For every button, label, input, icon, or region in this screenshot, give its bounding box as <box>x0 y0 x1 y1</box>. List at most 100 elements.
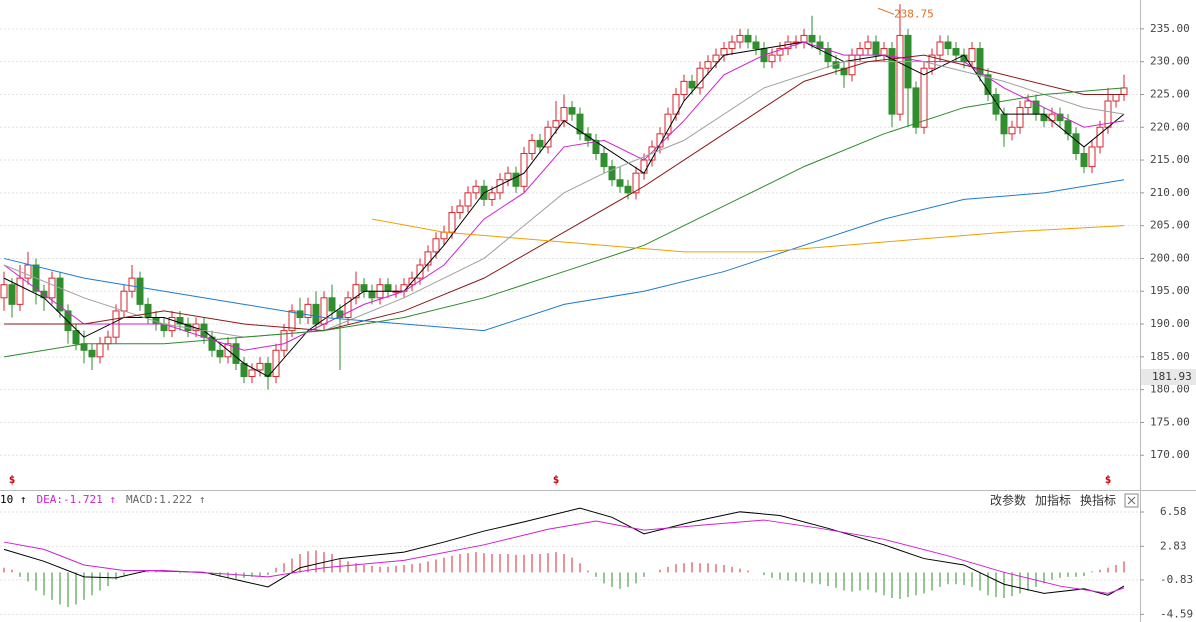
candle-body <box>720 48 728 56</box>
indicator-line <box>3 519 1125 594</box>
candle-body <box>728 41 736 50</box>
candle-body <box>552 120 560 128</box>
candle-body <box>976 48 984 76</box>
candle-body <box>320 297 328 325</box>
candle-body <box>96 343 104 358</box>
candle-body <box>280 330 288 351</box>
y-tick-label: 170.00 <box>1150 448 1190 461</box>
candle-body <box>88 349 96 358</box>
candle-body <box>1096 126 1104 148</box>
y-tick-label: -0.83 <box>1160 573 1193 586</box>
toolbar-button[interactable]: 改参数 <box>990 493 1026 508</box>
candle-body <box>816 41 824 50</box>
candle-body <box>840 67 848 76</box>
y-tick-label: 220.00 <box>1150 120 1190 133</box>
candle-body <box>1016 107 1024 128</box>
candle-body <box>1072 133 1080 154</box>
candle-body <box>288 310 296 332</box>
candle-body <box>888 48 896 115</box>
y-tick-label: 235.00 <box>1150 22 1190 35</box>
candle-body <box>696 67 704 89</box>
candle-body <box>560 107 568 122</box>
candle-body <box>328 297 336 312</box>
candle-body <box>80 343 88 351</box>
candle-body <box>752 41 760 50</box>
candle-body <box>344 297 352 318</box>
indicator-line <box>3 41 1125 378</box>
y-tick-label: 205.00 <box>1150 219 1190 232</box>
macd-header: 10 ↑ <box>0 493 27 506</box>
indicator-line <box>3 41 1125 351</box>
candle-body <box>536 139 544 148</box>
candle-body <box>312 303 320 325</box>
candle-body <box>1040 113 1048 122</box>
toolbar-button[interactable]: 换指标 <box>1080 493 1116 508</box>
candle-body <box>992 93 1000 115</box>
candle-body <box>456 205 464 214</box>
candle-body <box>368 290 376 299</box>
candle-body <box>584 133 592 141</box>
candle-body <box>528 139 536 154</box>
candle-body <box>424 251 432 266</box>
y-tick-label: 180.00 <box>1150 383 1190 396</box>
indicator-line <box>4 54 1124 332</box>
candle-body <box>136 277 144 305</box>
candle-body <box>512 172 520 187</box>
candle-body <box>144 303 152 318</box>
candle-body <box>680 80 688 95</box>
candle-body <box>1120 87 1128 95</box>
period-marker: $ <box>553 473 560 486</box>
y-tick-label: -4.59 <box>1160 607 1193 620</box>
candle-body <box>0 284 8 299</box>
candle-body <box>464 192 472 207</box>
candle-body <box>872 41 880 56</box>
candle-body <box>128 277 136 292</box>
candle-body <box>120 290 128 312</box>
y-tick-label: 225.00 <box>1150 87 1190 100</box>
candle-body <box>936 41 944 56</box>
candle-body <box>896 34 904 115</box>
candle-body <box>360 284 368 292</box>
candle-body <box>1000 113 1008 135</box>
candle-body <box>72 330 80 345</box>
candle-body <box>472 185 480 194</box>
candle-body <box>352 284 360 299</box>
candle-body <box>1024 100 1032 109</box>
toolbar-button[interactable]: 加指标 <box>1035 493 1071 508</box>
candle-body <box>216 349 224 358</box>
candle-body <box>984 74 992 95</box>
period-marker: $ <box>9 473 16 486</box>
candle-body <box>440 231 448 240</box>
candle-body <box>416 264 424 279</box>
close-icon <box>1127 496 1136 505</box>
y-tick-label: 175.00 <box>1150 415 1190 428</box>
candle-body <box>240 362 248 378</box>
candle-body <box>968 48 976 63</box>
candle-body <box>488 192 496 200</box>
candle-body <box>592 139 600 154</box>
y-tick-label: 230.00 <box>1150 55 1190 68</box>
candle-body <box>600 152 608 168</box>
y-tick-label: 215.00 <box>1150 153 1190 166</box>
y-tick-label: 6.58 <box>1160 505 1187 518</box>
indicator-line <box>3 179 1125 332</box>
y-tick-label: 200.00 <box>1150 251 1190 264</box>
candle-body <box>1088 146 1096 168</box>
candle-body <box>744 34 752 43</box>
candle-body <box>632 172 640 194</box>
peak-arrow <box>877 7 895 15</box>
candle-body <box>1112 93 1120 102</box>
candle-body <box>848 54 856 76</box>
candle-body <box>920 67 928 128</box>
candle-body <box>672 93 680 115</box>
candle-body <box>504 172 512 181</box>
candle-body <box>56 277 64 312</box>
candle-body <box>272 349 280 378</box>
y-tick-label: 2.83 <box>1160 539 1187 552</box>
y-tick-label: 185.00 <box>1150 350 1190 363</box>
candle-body <box>736 34 744 43</box>
cursor-price-box <box>1141 368 1196 385</box>
candle-body <box>168 316 176 332</box>
